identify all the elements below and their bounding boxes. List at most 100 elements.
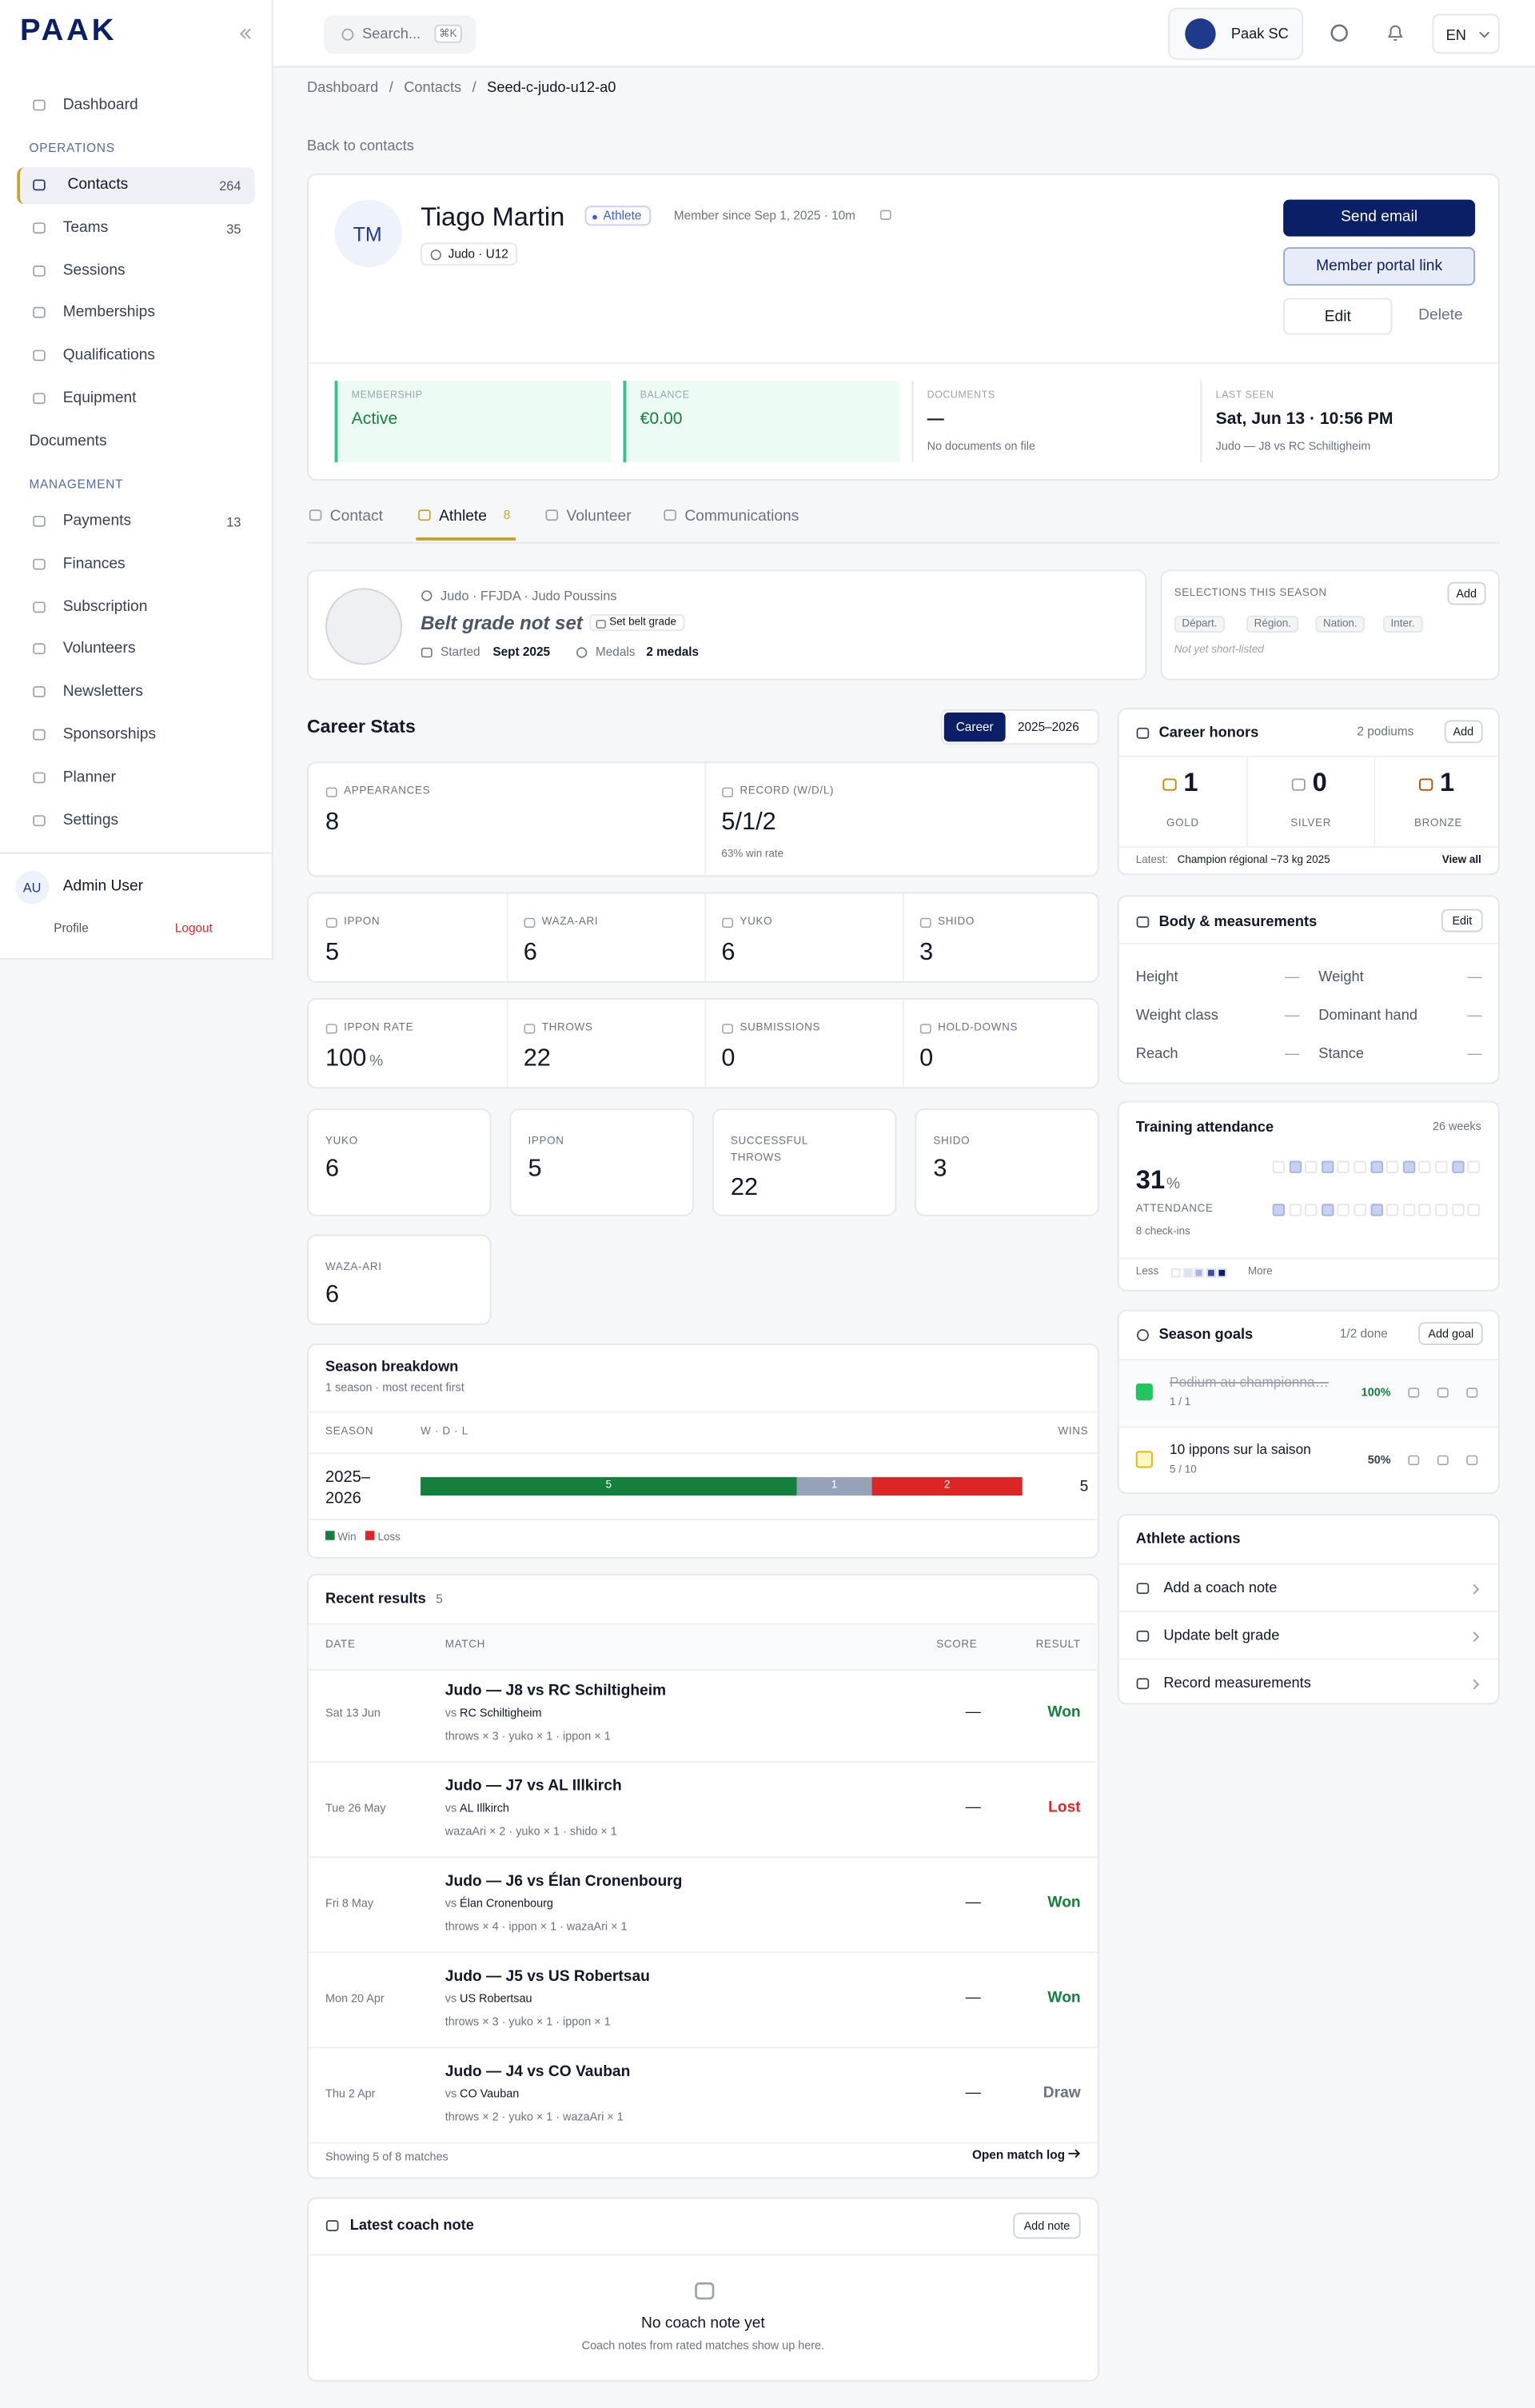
search[interactable]: Search... ⌘K [324,15,476,54]
result-row[interactable]: Sat 13 Jun Judo — J8 vs RC Schiltigheim vs… [308,1667,1098,1763]
stat-value: 6 [524,940,537,968]
tab[interactable]: Volunteer [544,501,632,541]
delete-button[interactable]: Delete [1406,298,1475,334]
org: Paak SC [1230,26,1289,43]
portal-link-button[interactable]: Member portal link [1283,247,1476,286]
count: 2 podiums [1357,725,1414,739]
match: Judo — J8 vs RC Schiltigheim [445,1683,667,1700]
result: Lost [1048,1799,1081,1817]
label: SHIDO [938,916,975,928]
tab[interactable]: Communications [662,501,799,541]
icon [1162,778,1177,791]
stat-value: 3 [933,1156,947,1184]
nav-item[interactable] [17,253,255,290]
icon-part [1437,1388,1449,1398]
nav-item[interactable] [17,504,255,541]
heatmap-cell [1402,1204,1415,1216]
icon-part [430,250,441,261]
footer: Showing 5 of 8 matches [325,2150,449,2164]
icon [919,917,931,928]
send-email-button[interactable]: Send email [1283,199,1476,237]
edit-button[interactable]: Edit [1283,298,1393,335]
athlete-card: Judo · FFJDA · Judo Poussins Belt grade n… [307,569,1147,681]
nav-item[interactable] [17,760,255,797]
season-toggle: Career 2025–2026 [940,709,1099,745]
title: Training attendance [1135,1119,1274,1136]
wins: 5 [605,1480,612,1492]
action-row[interactable]: Record measurements [1118,1658,1498,1707]
icon [722,787,733,797]
icon-part [341,28,354,41]
icon-part [33,814,46,826]
result-row[interactable]: Thu 2 Apr Judo — J4 vs CO Vauban vs CO Vaub… [308,2048,1098,2144]
stat-cell: IPPON 5 [511,1116,695,1218]
add-button[interactable]: Add [1444,720,1483,744]
set-belt-button[interactable]: Set belt grade [589,614,684,632]
label: Dominant hand [1318,1007,1417,1024]
value: — [1285,968,1300,986]
label: Contact [329,508,383,525]
initials: TM [353,222,382,246]
icon-part [33,772,46,784]
tab[interactable]: Athlete 8 [416,501,516,541]
divider [704,999,707,1088]
action-row[interactable]: Add a coach note [1118,1563,1498,1612]
icon [325,2220,339,2231]
nav-item[interactable] [17,546,255,583]
date: Tue 26 May [325,1801,386,1815]
org-switcher[interactable]: Paak SC [1168,7,1304,60]
add-note-button[interactable]: Add note [1013,2212,1081,2239]
icon-part [33,601,46,613]
nav-item[interactable] [17,802,255,839]
tab[interactable]: Contact [307,501,383,541]
result-row[interactable]: Mon 20 Apr Judo — J5 vs US Robertsau vs US … [308,1953,1098,2049]
label: YUKO [740,916,773,928]
actions-card: Athlete actions Add a coach note Update be… [1117,1514,1500,1707]
value: 5 [325,940,340,966]
stat-cell: WAZA-ARI 6 [507,900,705,984]
initials: AU [22,880,42,896]
icon-part [1162,778,1177,791]
language: EN [1445,27,1466,45]
stat-value: 3 [919,940,933,968]
shortcut: ⌘K [434,24,462,43]
stat-card: WAZA-ARI 6 [307,1234,492,1325]
separator: / [472,79,476,97]
toggle-option[interactable]: Career [943,712,1006,742]
icon-part [33,393,46,405]
heatmap-cell [1386,1160,1399,1173]
add-goal-button[interactable]: Add goal [1418,1322,1483,1345]
nav-item[interactable] [17,632,255,669]
label: BRONZE [1414,818,1463,829]
icon [325,1024,337,1034]
edit-button[interactable]: Edit [1441,908,1483,932]
result-row[interactable]: Fri 8 May Judo — J6 vs Élan Cronenbourg vs… [308,1858,1098,1954]
divider [1118,942,1498,944]
divider [902,893,904,981]
result-row[interactable]: Tue 26 May Judo — J7 vs AL Illkirch vs AL I… [308,1763,1098,1859]
match-log-link[interactable]: Open match log [972,2148,1081,2162]
icon [33,686,46,698]
label: IPPON [528,1136,564,1148]
stat-cell: SHIDO 3 [903,900,1101,984]
detail: throws × 3 · yuko × 1 · ippon × 1 [445,2015,611,2029]
icon-part [1136,1583,1150,1595]
label: Memberships [62,304,155,322]
headers: W · D · L [421,1426,468,1438]
body-card: Body & measurements Edit Height — Weight — Wei… [1117,895,1500,1084]
checkbox [1135,1451,1153,1468]
collapse-icon[interactable] [238,26,253,42]
add-button[interactable]: Add [1446,581,1486,605]
icon-part [33,307,46,319]
icon-part [695,2282,715,2300]
nav-item[interactable] [17,167,255,205]
result: Won [1047,1990,1081,2007]
label: Athlete [439,508,487,525]
sub: 63% win rate [721,849,784,861]
nav-item[interactable] [17,210,255,247]
icon [1408,1455,1420,1466]
action-row[interactable]: Update belt grade [1118,1611,1498,1659]
heatmap-cell [1418,1204,1432,1216]
label: YUKO [325,1136,358,1148]
language-select[interactable]: EN [1432,14,1500,54]
